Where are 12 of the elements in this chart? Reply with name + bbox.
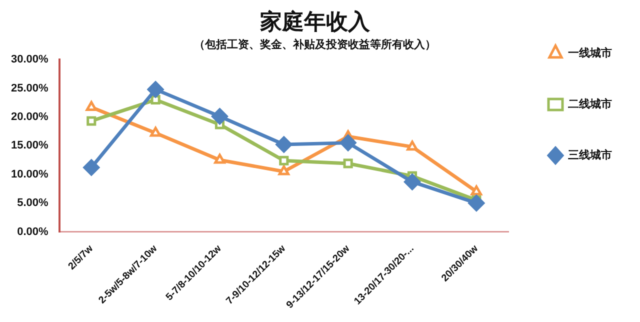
y-tick-label: 25.00% xyxy=(10,82,49,94)
chart-subtitle: （包括工资、奖金、补贴及投资收益等所有收入） xyxy=(194,38,436,51)
y-tick-label: 5.00% xyxy=(17,197,49,210)
chart-title: 家庭年收入 xyxy=(259,8,371,35)
legend-label: 三线城市 xyxy=(568,148,612,162)
y-tick-label: 30.00% xyxy=(10,54,49,66)
legend-label: 二线城市 xyxy=(568,97,612,110)
y-tick-label: 10.00% xyxy=(10,168,49,180)
y-tick-label: 15.00% xyxy=(10,140,49,152)
legend-label: 一线城市 xyxy=(568,46,612,60)
y-tick-label: 20.00% xyxy=(10,111,49,124)
y-tick-label: 0.00% xyxy=(17,226,49,238)
